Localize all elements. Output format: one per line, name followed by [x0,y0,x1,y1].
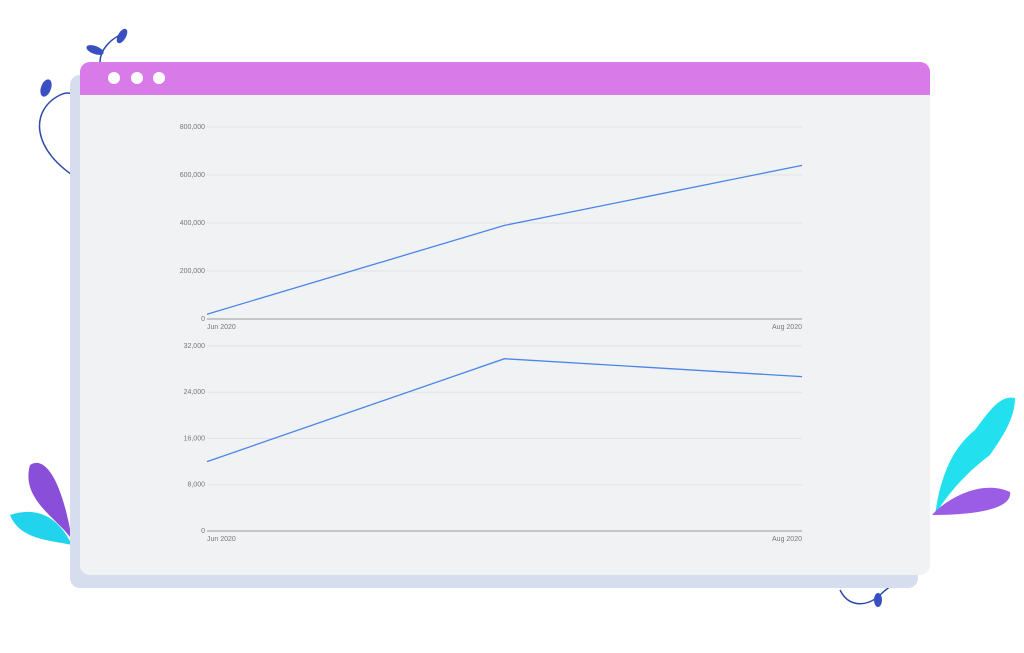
y-tick-label: 200,000 [180,268,205,275]
y-tick-label: 8,000 [187,482,205,489]
window-header [80,62,930,95]
window-dot [153,72,165,84]
data-line [206,164,803,315]
data-line [206,358,803,463]
y-tick-label: 600,000 [180,172,205,179]
y-tick-label: 16,000 [184,435,206,442]
window-dot [108,72,120,84]
y-tick-label: 400,000 [180,220,205,227]
y-tick-label: 0 [201,528,205,535]
y-tick-label: 800,000 [180,124,205,131]
x-tick-label: Jun 2020 [207,324,236,331]
x-tick-label: Aug 2020 [772,536,802,543]
y-tick-label: 0 [201,316,205,323]
window-dot [131,72,143,84]
y-tick-label: 24,000 [184,389,206,396]
x-tick-label: Aug 2020 [772,324,802,331]
y-tick-label: 32,000 [184,343,206,350]
x-tick-label: Jun 2020 [207,536,236,543]
